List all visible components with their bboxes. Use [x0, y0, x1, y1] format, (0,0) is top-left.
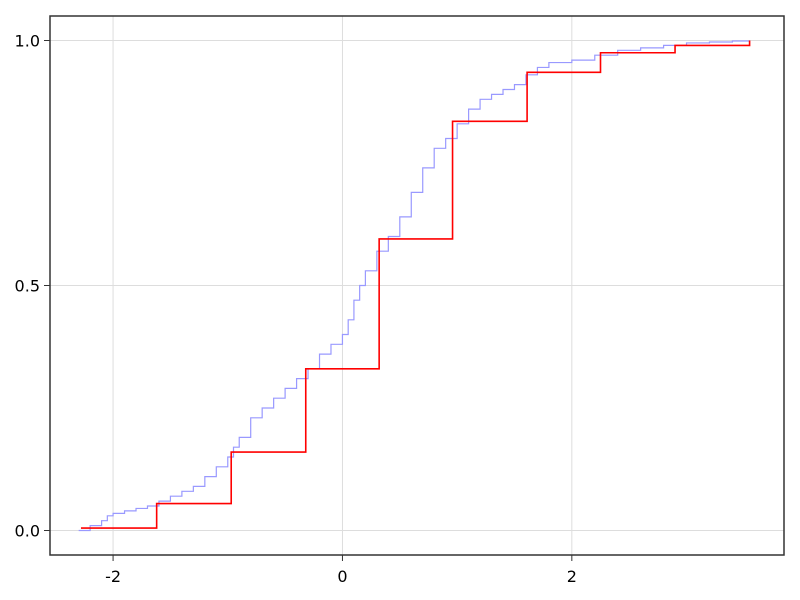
- y-tick-label: 1.0: [15, 32, 40, 51]
- x-tick-label: 2: [567, 567, 577, 586]
- series-0-step-line: [78, 40, 751, 532]
- x-tick-label: -2: [105, 567, 121, 586]
- x-tick-label: 0: [337, 567, 347, 586]
- series-1-step-line: [80, 40, 751, 529]
- y-tick-label: 0.0: [15, 522, 40, 541]
- grid: [50, 16, 784, 555]
- y-tick-label: 0.5: [15, 277, 40, 296]
- axis-ticks: -2 0 2 0.0 0.5 1.0: [15, 32, 577, 587]
- series-group: [78, 40, 751, 532]
